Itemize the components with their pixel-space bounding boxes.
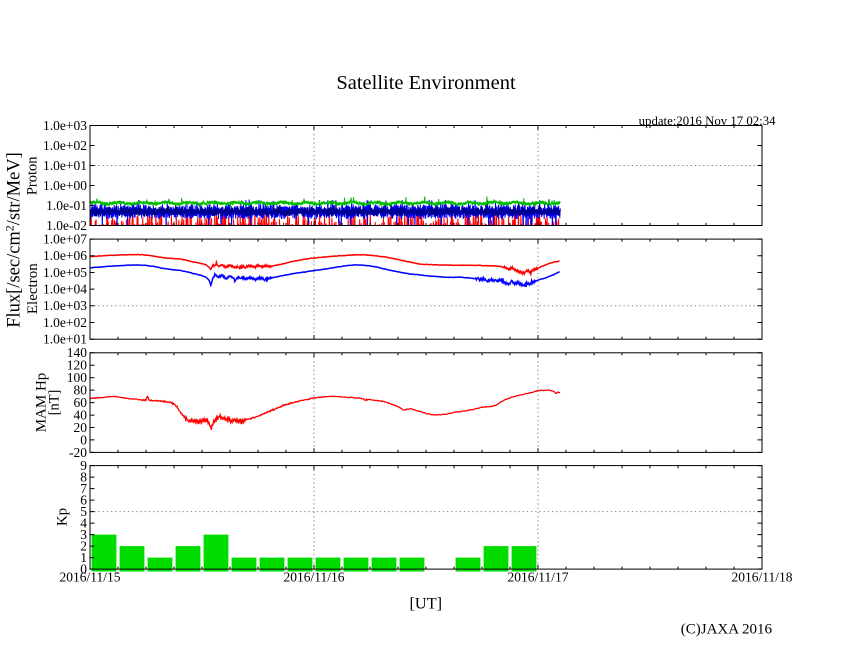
- svg-text:1: 1: [80, 550, 87, 565]
- svg-text:1.0e+02: 1.0e+02: [43, 138, 87, 153]
- svg-text:1.0e+03: 1.0e+03: [43, 118, 87, 133]
- svg-text:1.0e+04: 1.0e+04: [43, 282, 87, 297]
- svg-text:1.0e+00: 1.0e+00: [43, 178, 87, 193]
- svg-text:-20: -20: [69, 445, 87, 460]
- svg-text:Proton: Proton: [25, 156, 41, 195]
- svg-text:1.0e+06: 1.0e+06: [43, 248, 87, 263]
- svg-text:20: 20: [74, 420, 88, 435]
- svg-text:120: 120: [67, 358, 88, 373]
- svg-text:1.0e+03: 1.0e+03: [43, 298, 87, 313]
- svg-text:0: 0: [80, 562, 87, 577]
- svg-text:update:2016 Nov 17 02:34: update:2016 Nov 17 02:34: [639, 114, 776, 128]
- svg-text:9: 9: [80, 458, 87, 473]
- svg-text:1.0e-01: 1.0e-01: [46, 198, 87, 213]
- svg-text:1.0e-02: 1.0e-02: [46, 218, 87, 233]
- svg-text:[UT]: [UT]: [410, 594, 443, 613]
- svg-text:2: 2: [80, 539, 87, 554]
- svg-text:5: 5: [80, 504, 87, 519]
- svg-text:100: 100: [67, 370, 88, 385]
- svg-text:2016/11/16: 2016/11/16: [283, 569, 344, 584]
- svg-text:0: 0: [80, 432, 87, 447]
- svg-text:6: 6: [80, 493, 87, 508]
- svg-text:3: 3: [80, 527, 87, 542]
- svg-text:8: 8: [80, 470, 87, 485]
- svg-text:2016/11/15: 2016/11/15: [59, 569, 120, 584]
- svg-text:40: 40: [74, 407, 88, 422]
- svg-text:60: 60: [74, 395, 88, 410]
- svg-text:2016/11/17: 2016/11/17: [507, 569, 568, 584]
- svg-text:2016/11/18: 2016/11/18: [731, 569, 792, 584]
- svg-text:1.0e+07: 1.0e+07: [43, 232, 87, 247]
- svg-text:(C)JAXA 2016: (C)JAXA 2016: [681, 622, 773, 638]
- svg-text:1.0e+01: 1.0e+01: [43, 158, 87, 173]
- svg-text:Electron: Electron: [25, 263, 41, 314]
- svg-text:1.0e+05: 1.0e+05: [43, 265, 87, 280]
- svg-text:4: 4: [80, 516, 87, 531]
- svg-text:Satellite Environment: Satellite Environment: [336, 72, 516, 94]
- svg-text:1.0e+01: 1.0e+01: [43, 332, 87, 347]
- svg-text:1.0e+02: 1.0e+02: [43, 315, 87, 330]
- svg-text:Kp: Kp: [55, 508, 71, 526]
- svg-text:140: 140: [67, 345, 88, 360]
- svg-text:MAM Hp: MAM Hp: [34, 373, 50, 433]
- svg-text:80: 80: [74, 383, 88, 398]
- svg-text:[nT]: [nT]: [47, 390, 63, 416]
- svg-text:Flux[/sec/cm2/str/MeV]: Flux[/sec/cm2/str/MeV]: [3, 152, 25, 328]
- svg-text:7: 7: [80, 481, 87, 496]
